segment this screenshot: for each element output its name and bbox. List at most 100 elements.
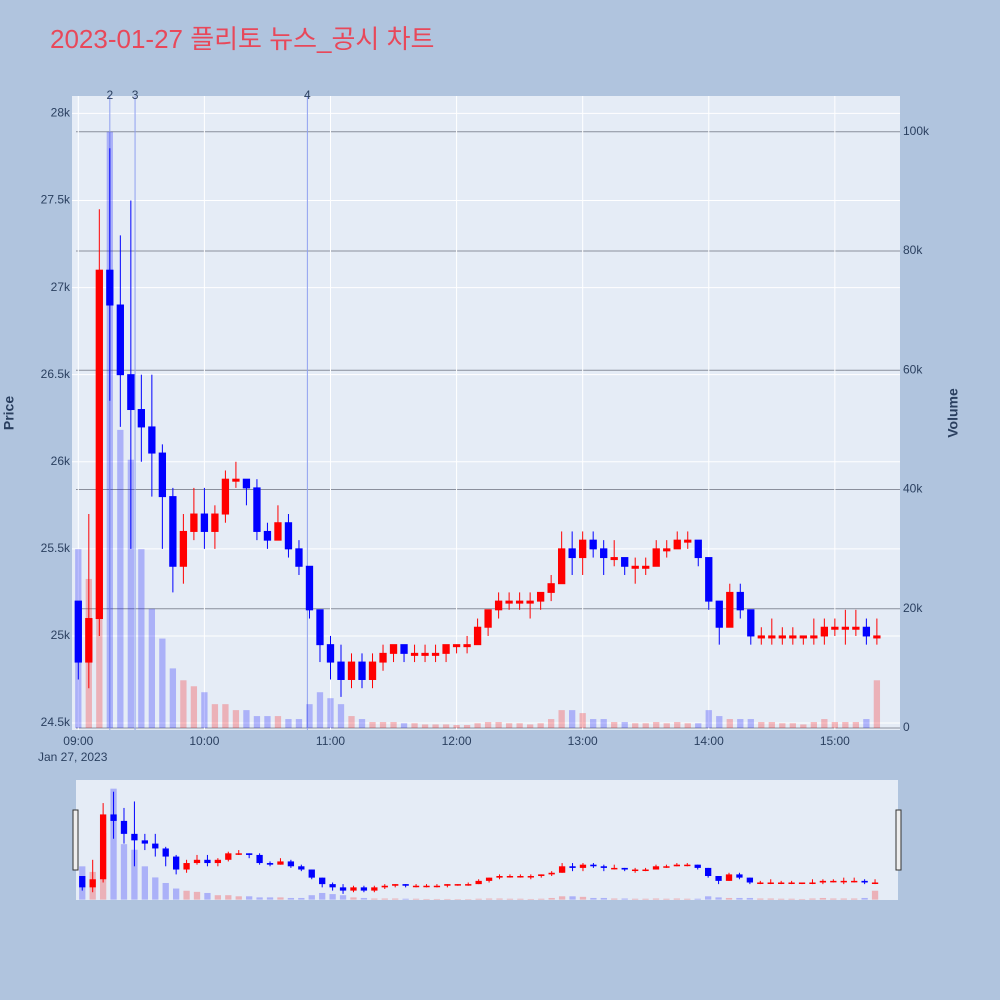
volume-bar bbox=[547, 719, 555, 729]
slider-candle-body bbox=[412, 885, 420, 888]
volume-bar bbox=[495, 722, 502, 729]
slider-candle-body bbox=[871, 882, 879, 884]
candle-body bbox=[452, 644, 461, 648]
candle-body bbox=[358, 661, 366, 680]
slider-volume-bar bbox=[485, 898, 493, 900]
y-axis-title: Price bbox=[1, 396, 17, 430]
slider-candle-body bbox=[767, 882, 774, 884]
volume-bar bbox=[569, 710, 576, 729]
candle-body bbox=[757, 635, 765, 639]
candle-body bbox=[778, 635, 786, 639]
slider-candle-body bbox=[131, 833, 138, 841]
volume-bar bbox=[390, 722, 397, 729]
volume-bar bbox=[873, 680, 881, 729]
slider-volume-bar bbox=[871, 890, 879, 900]
slider-handle[interactable] bbox=[72, 809, 79, 871]
slider-volume-bar bbox=[162, 882, 169, 900]
candle-body bbox=[852, 626, 860, 630]
volume-bar bbox=[642, 723, 649, 729]
slider-volume-bar bbox=[558, 896, 566, 900]
slider-candle-body bbox=[851, 880, 858, 883]
slider-candle-body bbox=[89, 879, 96, 888]
slider-candle-body bbox=[256, 854, 263, 864]
slider-candle-body bbox=[600, 866, 607, 868]
slider-candle-body bbox=[485, 877, 493, 881]
volume-bar bbox=[327, 698, 334, 729]
slider-volume-bar bbox=[360, 897, 368, 900]
volume-bar bbox=[684, 723, 691, 729]
candle-body bbox=[768, 635, 776, 639]
volume-bar bbox=[558, 710, 565, 729]
y-tick-label: 28k bbox=[51, 106, 71, 120]
slider-candle-body bbox=[266, 863, 274, 865]
candle-body bbox=[463, 644, 471, 648]
candle-body bbox=[232, 478, 240, 482]
y-tick-label: 27k bbox=[51, 280, 71, 294]
candle-body bbox=[190, 513, 198, 532]
slider-volume-bar bbox=[172, 888, 180, 900]
candle-body bbox=[810, 635, 818, 639]
candle-body bbox=[106, 269, 114, 306]
candle-body bbox=[736, 591, 744, 611]
range-slider[interactable] bbox=[76, 780, 898, 900]
slider-candle-body bbox=[788, 882, 795, 884]
slider-candle-body bbox=[454, 884, 461, 886]
slider-candle-body bbox=[778, 882, 785, 884]
slider-volume-bar bbox=[611, 898, 618, 900]
y2-tick-label: 100k bbox=[903, 124, 930, 138]
slider-volume-bar bbox=[809, 898, 816, 900]
slider-volume-bar bbox=[861, 897, 868, 900]
slider-volume-bar bbox=[110, 788, 117, 900]
slider-volume-bar bbox=[475, 898, 482, 900]
volume-bar bbox=[768, 722, 775, 729]
y2-tick-label: 20k bbox=[903, 601, 923, 615]
volume-bar bbox=[716, 716, 723, 729]
candle-body bbox=[515, 600, 524, 604]
volume-bar bbox=[842, 722, 849, 729]
slider-candle-body bbox=[538, 874, 545, 877]
volume-bar bbox=[127, 459, 134, 729]
candle-body bbox=[621, 557, 629, 567]
slider-candle-body bbox=[465, 884, 472, 886]
candle-body bbox=[431, 652, 440, 656]
candle-body bbox=[589, 539, 597, 550]
y2-tick-label: 60k bbox=[903, 362, 923, 376]
volume-bar bbox=[810, 722, 817, 729]
slider-volume-bar bbox=[684, 898, 691, 900]
slider-candle-body bbox=[642, 869, 649, 872]
candle-body bbox=[673, 539, 681, 550]
slider-candle-body bbox=[631, 869, 639, 872]
slider-volume-bar bbox=[830, 898, 837, 900]
candle-body bbox=[705, 557, 713, 602]
slider-candle-body bbox=[746, 877, 754, 883]
slider-candle-body bbox=[757, 882, 764, 884]
slider-volume-bar bbox=[715, 897, 722, 900]
candle-body bbox=[253, 487, 261, 532]
slider-candle-body bbox=[402, 884, 409, 886]
volume-bar bbox=[590, 719, 597, 729]
slider-volume-bar bbox=[694, 898, 701, 900]
slider-volume-bar bbox=[652, 898, 660, 900]
slider-candle-body bbox=[433, 885, 441, 888]
slider-candle-body bbox=[225, 853, 232, 860]
slider-volume-bar bbox=[350, 897, 357, 900]
slider-volume-bar bbox=[183, 890, 190, 900]
volume-bar bbox=[285, 719, 292, 729]
slider-volume-bar bbox=[308, 895, 315, 900]
volume-bar bbox=[274, 716, 282, 729]
slider-volume-bar bbox=[736, 897, 743, 900]
volume-bar bbox=[358, 719, 366, 729]
volume-bar bbox=[316, 692, 324, 729]
slider-candle-body bbox=[235, 853, 242, 855]
slider-candle-body bbox=[673, 864, 681, 867]
volume-bar bbox=[747, 719, 754, 729]
slider-volume-bar bbox=[851, 898, 858, 900]
slider-volume-bar bbox=[246, 896, 253, 900]
slider-candle-body bbox=[246, 853, 253, 855]
marker-label: 4 bbox=[304, 88, 311, 102]
slider-handle[interactable] bbox=[895, 809, 902, 871]
volume-bar bbox=[453, 725, 460, 729]
candle-body bbox=[74, 600, 82, 663]
slider-volume-bar bbox=[423, 898, 430, 900]
volume-bar bbox=[526, 724, 534, 729]
